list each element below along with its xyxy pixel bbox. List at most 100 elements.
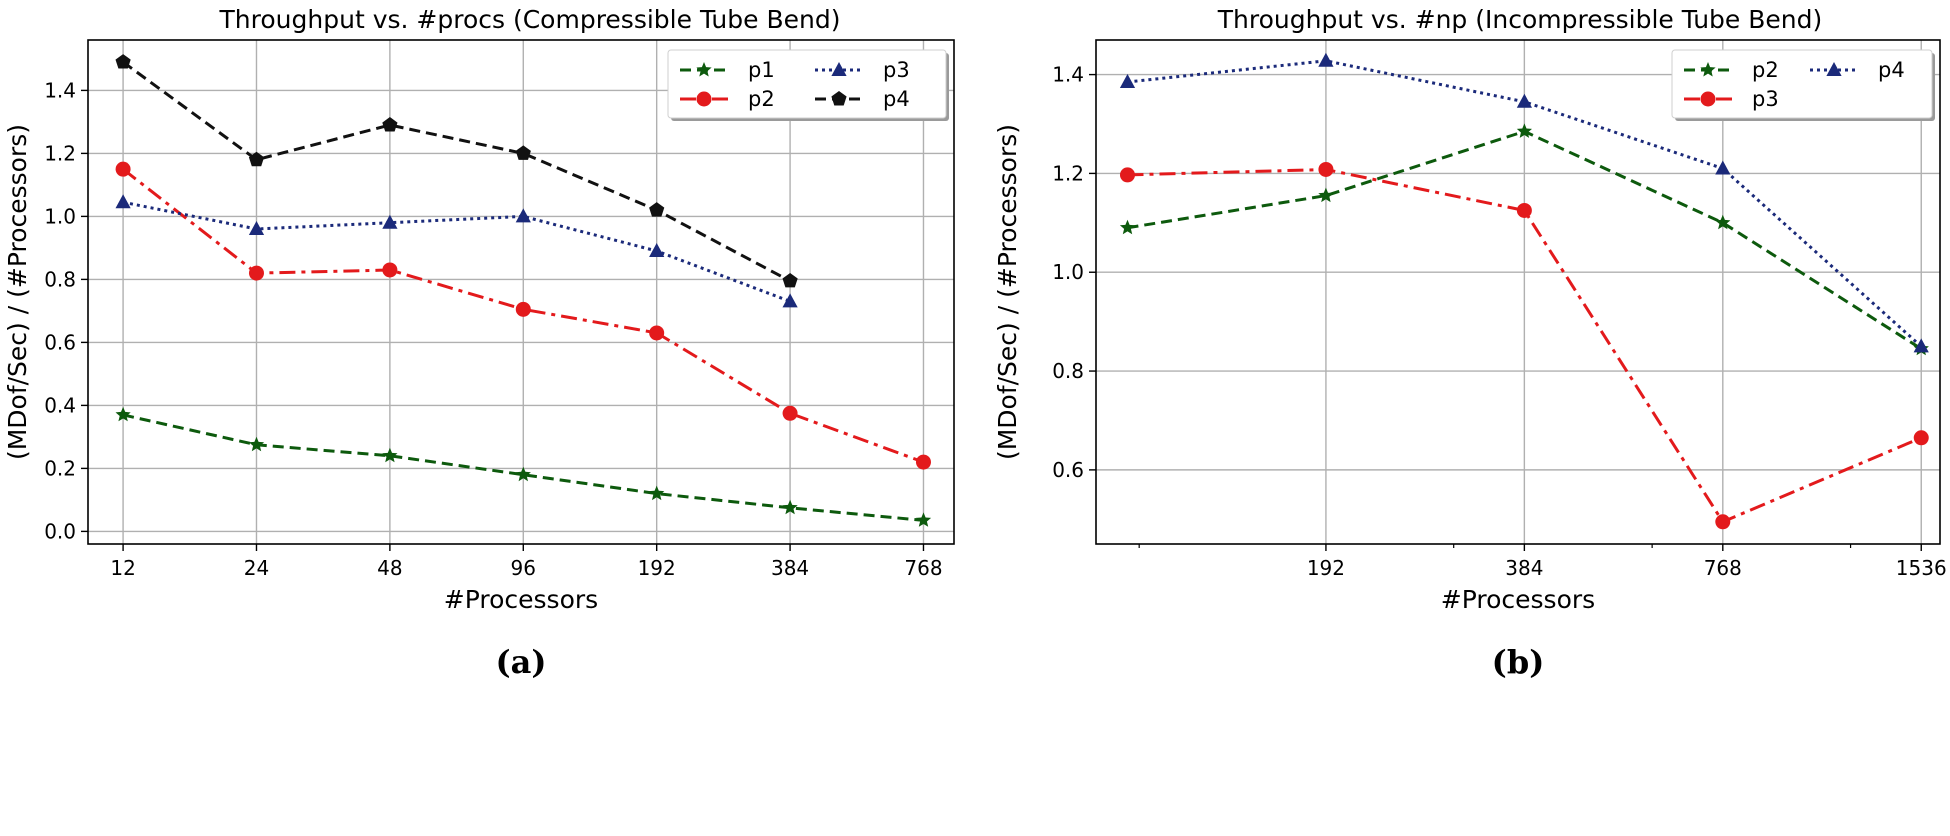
ticks-layer: 192 384 768 1536 0.6 0.8 1.0 1.2 1.4 bbox=[1052, 63, 1947, 580]
panel-label: (a) bbox=[495, 643, 546, 681]
y-tick-label: 1.0 bbox=[44, 204, 76, 228]
legend-marker bbox=[1826, 62, 1842, 76]
data-point-p2 bbox=[1318, 187, 1334, 203]
series-line-p4 bbox=[122, 60, 791, 283]
data-point-p2 bbox=[915, 454, 931, 470]
x-axis-label: #Processors bbox=[1441, 585, 1595, 614]
data-point-p3 bbox=[1913, 430, 1929, 446]
data-point-p4 bbox=[1913, 338, 1929, 353]
data-point-p1 bbox=[649, 485, 665, 501]
y-tick-label: 1.0 bbox=[1052, 260, 1084, 284]
series-line-p3 bbox=[122, 200, 791, 303]
data-point-p4 bbox=[1516, 93, 1532, 108]
y-tick-label: 0.6 bbox=[44, 330, 76, 354]
x-axis-label: #Processors bbox=[444, 585, 598, 614]
x-tick-label: 384 bbox=[1505, 556, 1543, 580]
y-tick-label: 1.4 bbox=[1052, 63, 1084, 87]
series-line-p3 bbox=[1127, 167, 1922, 524]
data-point-p2 bbox=[515, 301, 531, 317]
series-p4 bbox=[115, 54, 798, 288]
data-point-p4 bbox=[1715, 160, 1731, 175]
data-point-p3 bbox=[1516, 202, 1532, 218]
y-tick-label: 0.8 bbox=[1052, 359, 1084, 383]
data-point-p3 bbox=[1715, 514, 1731, 530]
data-point-p3 bbox=[782, 293, 798, 308]
data-point-p4 bbox=[515, 145, 531, 160]
legend-marker bbox=[831, 91, 847, 106]
data-point-p1 bbox=[782, 499, 798, 515]
data-point-p4 bbox=[382, 117, 398, 132]
legend-item-p4: p4 bbox=[815, 87, 910, 111]
legend-label: p2 bbox=[1752, 58, 1779, 82]
legend: p2 p3 p4 bbox=[1671, 49, 1935, 121]
series-layer bbox=[115, 54, 932, 527]
data-point-p3 bbox=[248, 221, 265, 235]
data-point-p3 bbox=[382, 214, 398, 229]
data-point-p2 bbox=[1119, 219, 1136, 235]
series-p1 bbox=[115, 406, 932, 527]
y-tick-label: 0.8 bbox=[44, 267, 76, 291]
data-point-p4 bbox=[248, 151, 265, 167]
x-tick-label: 96 bbox=[511, 556, 536, 580]
data-point-p2 bbox=[649, 325, 665, 341]
legend-marker bbox=[1700, 62, 1716, 77]
legend-item-p1: p1 bbox=[680, 58, 775, 82]
ticks-layer: 12 24 48 96 192 384 768 0.0 0.2 0.4 0.6 0.8 1.0 1.2 1.… bbox=[44, 78, 942, 580]
legend-item-p3: p3 bbox=[1684, 87, 1779, 111]
grid-layer bbox=[1096, 40, 1940, 544]
chart-incompressible: Throughput vs. #np (Incompressible Tube … bbox=[993, 5, 1947, 681]
x-tick-label: 192 bbox=[638, 556, 676, 580]
plot-frame bbox=[87, 39, 955, 545]
y-tick-label: 1.4 bbox=[44, 78, 76, 102]
series-p3 bbox=[115, 194, 798, 308]
data-point-p4 bbox=[649, 202, 665, 217]
data-point-p4 bbox=[782, 273, 798, 288]
x-tick-label: 384 bbox=[771, 556, 809, 580]
legend-marker bbox=[1700, 91, 1716, 107]
y-tick-label: 0.6 bbox=[1052, 458, 1084, 482]
panel-label: (b) bbox=[1492, 643, 1545, 681]
x-tick-label: 192 bbox=[1307, 556, 1345, 580]
data-point-p2 bbox=[382, 262, 398, 278]
data-point-p4 bbox=[1119, 74, 1136, 88]
series-p3 bbox=[1119, 161, 1929, 530]
data-point-p2 bbox=[248, 265, 264, 281]
data-point-p2 bbox=[1516, 123, 1532, 138]
y-tick-label: 0.2 bbox=[44, 456, 76, 480]
legend-box bbox=[667, 49, 947, 119]
data-point-p3 bbox=[115, 194, 131, 209]
y-tick-label: 0.0 bbox=[44, 519, 76, 543]
legend-item-p3: p3 bbox=[815, 58, 910, 82]
legend-marker bbox=[831, 62, 847, 76]
legend: p1 p2 p3 p4 bbox=[667, 49, 949, 121]
series-p2 bbox=[115, 161, 931, 470]
x-tick-label: 768 bbox=[1704, 556, 1742, 580]
plot-frame bbox=[1095, 39, 1941, 545]
x-tick-label: 48 bbox=[377, 556, 402, 580]
chart-title: Throughput vs. #np (Incompressible Tube … bbox=[1217, 5, 1822, 34]
data-point-p2 bbox=[782, 405, 798, 421]
data-point-p2 bbox=[1715, 214, 1731, 230]
legend-label: p4 bbox=[883, 87, 910, 111]
legend-box bbox=[1671, 49, 1933, 119]
y-tick-label: 0.4 bbox=[44, 393, 76, 417]
series-layer bbox=[1119, 52, 1929, 530]
legend-item-p4: p4 bbox=[1810, 58, 1905, 82]
data-point-p1 bbox=[382, 447, 398, 463]
series-p4 bbox=[1119, 52, 1929, 353]
data-point-p2 bbox=[115, 161, 131, 177]
data-point-p3 bbox=[515, 208, 531, 223]
data-point-p1 bbox=[915, 512, 932, 527]
y-axis-label: (MDof/Sec) / (#Processors) bbox=[993, 124, 1022, 460]
y-tick-label: 1.2 bbox=[44, 141, 76, 165]
series-line-p4 bbox=[1127, 59, 1923, 348]
x-tick-label: 24 bbox=[244, 556, 269, 580]
x-tick-label: 12 bbox=[110, 556, 135, 580]
legend-marker bbox=[696, 62, 712, 77]
legend-label: p3 bbox=[883, 58, 910, 82]
data-point-p1 bbox=[115, 406, 131, 422]
y-tick-label: 1.2 bbox=[1052, 161, 1084, 185]
x-tick-label: 768 bbox=[904, 556, 942, 580]
legend-label: p3 bbox=[1752, 87, 1779, 111]
